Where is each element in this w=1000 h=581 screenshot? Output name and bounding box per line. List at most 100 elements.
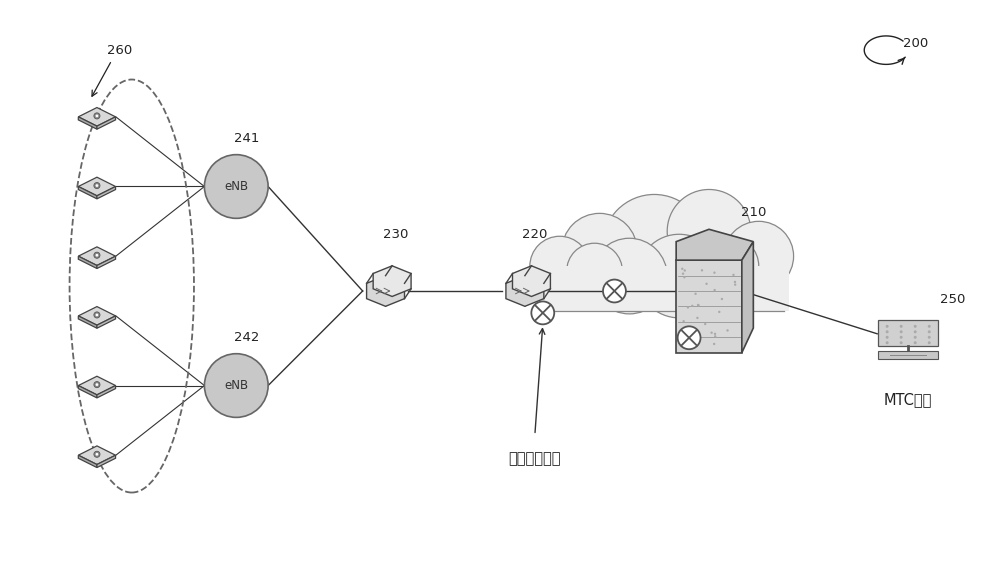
Polygon shape (78, 446, 116, 465)
Circle shape (714, 335, 716, 338)
Text: 241: 241 (234, 132, 259, 145)
Polygon shape (78, 247, 116, 266)
Circle shape (562, 213, 637, 289)
Polygon shape (525, 266, 531, 306)
Circle shape (681, 268, 683, 270)
Circle shape (928, 331, 931, 333)
Circle shape (204, 354, 268, 417)
Circle shape (94, 451, 100, 457)
Circle shape (928, 325, 931, 328)
Polygon shape (97, 256, 116, 268)
Circle shape (637, 234, 721, 318)
Polygon shape (367, 275, 405, 306)
Circle shape (96, 254, 98, 257)
Polygon shape (78, 455, 97, 468)
Circle shape (886, 331, 889, 333)
Polygon shape (676, 229, 753, 260)
Polygon shape (78, 177, 116, 196)
Circle shape (900, 341, 903, 344)
Circle shape (694, 293, 697, 295)
Polygon shape (97, 117, 116, 129)
Polygon shape (676, 260, 742, 353)
Circle shape (682, 272, 684, 275)
Circle shape (914, 336, 917, 339)
Text: 250: 250 (940, 293, 966, 306)
Circle shape (96, 453, 98, 456)
Polygon shape (78, 256, 97, 268)
Circle shape (886, 341, 889, 344)
Circle shape (204, 155, 268, 218)
Circle shape (718, 311, 720, 313)
Polygon shape (386, 266, 392, 306)
Polygon shape (78, 386, 97, 398)
Circle shape (94, 382, 100, 388)
Circle shape (696, 317, 699, 319)
Polygon shape (373, 266, 411, 296)
Circle shape (94, 312, 100, 318)
Circle shape (96, 114, 98, 117)
Circle shape (94, 113, 100, 119)
Circle shape (886, 325, 889, 328)
Circle shape (732, 274, 735, 276)
Polygon shape (97, 316, 116, 328)
Text: 200: 200 (903, 37, 928, 50)
Circle shape (96, 184, 98, 187)
Circle shape (603, 195, 706, 298)
Circle shape (914, 325, 917, 328)
Circle shape (682, 320, 685, 322)
Polygon shape (878, 351, 938, 358)
Circle shape (96, 314, 98, 316)
Polygon shape (97, 455, 116, 468)
Circle shape (94, 182, 100, 189)
Circle shape (701, 269, 703, 271)
Circle shape (704, 323, 706, 325)
Circle shape (685, 331, 687, 333)
Circle shape (710, 332, 713, 334)
Circle shape (734, 284, 736, 286)
Circle shape (96, 383, 98, 386)
Polygon shape (515, 177, 813, 336)
Circle shape (697, 304, 699, 306)
Circle shape (900, 325, 903, 328)
Polygon shape (78, 107, 116, 126)
Circle shape (678, 327, 701, 349)
Circle shape (684, 269, 686, 272)
Circle shape (697, 304, 700, 307)
Polygon shape (78, 316, 97, 328)
Circle shape (592, 238, 667, 314)
Text: MTC用户: MTC用户 (884, 393, 932, 407)
Circle shape (697, 339, 699, 341)
Circle shape (567, 243, 622, 299)
Circle shape (690, 332, 692, 334)
Polygon shape (78, 376, 116, 395)
Text: 核心网络拥塞: 核心网络拥塞 (509, 451, 561, 466)
Polygon shape (512, 266, 550, 296)
Polygon shape (878, 320, 938, 346)
Polygon shape (742, 242, 753, 353)
Circle shape (713, 271, 716, 274)
Circle shape (689, 334, 691, 336)
Circle shape (914, 331, 917, 333)
Circle shape (705, 282, 708, 285)
Circle shape (900, 336, 903, 339)
Polygon shape (506, 275, 544, 306)
Polygon shape (97, 187, 116, 199)
Circle shape (721, 298, 723, 300)
Text: eNB: eNB (224, 379, 248, 392)
Circle shape (928, 341, 931, 344)
Polygon shape (535, 266, 789, 311)
Circle shape (691, 304, 693, 307)
Circle shape (531, 302, 554, 324)
Circle shape (914, 341, 917, 344)
Polygon shape (78, 187, 97, 199)
Circle shape (687, 306, 689, 309)
Circle shape (530, 236, 590, 296)
Text: 210: 210 (741, 206, 766, 220)
Circle shape (713, 343, 715, 345)
Circle shape (94, 252, 100, 259)
Text: 220: 220 (522, 228, 548, 241)
Circle shape (667, 189, 751, 273)
Polygon shape (97, 386, 116, 398)
Text: 260: 260 (107, 44, 132, 57)
Circle shape (699, 236, 759, 296)
